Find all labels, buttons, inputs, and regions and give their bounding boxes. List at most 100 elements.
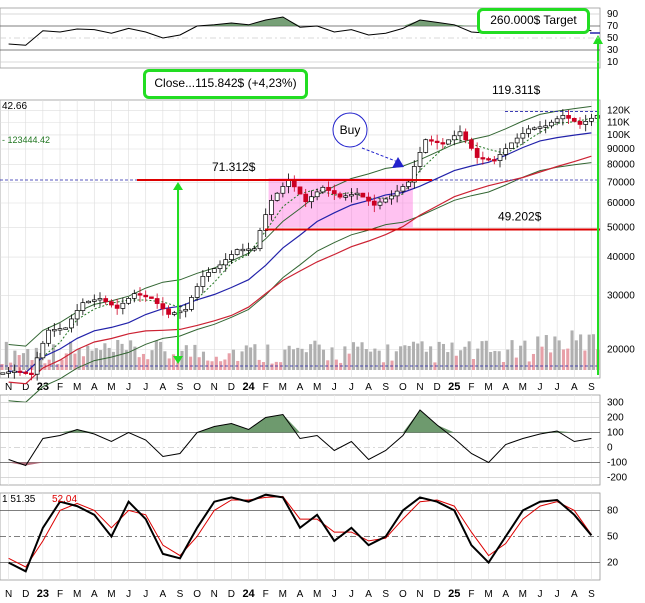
volume-bar — [587, 334, 591, 370]
volume-bar — [591, 334, 596, 370]
volume-bar — [129, 340, 133, 370]
x-tick-label-bottom: S — [177, 589, 184, 600]
volume-bar — [544, 335, 548, 370]
volume-bar — [227, 353, 231, 370]
candle-body — [263, 214, 269, 231]
candle-body — [389, 195, 394, 200]
candle-body — [520, 133, 526, 139]
volume-bar — [197, 357, 201, 370]
volume-bar — [420, 341, 424, 370]
volume-bar — [390, 360, 394, 370]
price-tick-label: 110K — [607, 117, 630, 128]
x-tick-label: N — [211, 382, 218, 393]
buy-arrow-head — [392, 157, 404, 168]
volume-bar — [411, 341, 416, 370]
x-tick-label-bottom: F — [263, 589, 269, 600]
volume-bar — [111, 351, 116, 370]
candle-body — [189, 297, 194, 310]
volume-bar — [124, 350, 128, 370]
candle-body — [257, 230, 263, 249]
candle-body — [326, 186, 331, 191]
x-tick-label-bottom: N — [211, 589, 218, 600]
candle-body — [183, 309, 189, 312]
candle-body — [583, 121, 589, 125]
x-tick-label-bottom: M — [313, 589, 321, 600]
candle-body — [394, 190, 400, 197]
left-price-legend: 42.66 — [2, 101, 27, 112]
volume-bar — [321, 349, 326, 370]
stoch-k-legend: 1 51.35 — [2, 494, 36, 505]
candle-body — [366, 196, 371, 202]
candle-body — [143, 294, 149, 298]
candle-body — [131, 293, 137, 299]
candle-body — [469, 139, 474, 149]
volume-bar — [557, 340, 561, 370]
price-tick-label: 90000 — [607, 144, 635, 155]
candle-body — [274, 192, 280, 201]
buy-circle — [332, 112, 368, 148]
volume-bar — [240, 351, 244, 370]
volume-bar — [386, 344, 390, 370]
candle-body — [6, 371, 11, 374]
volume-bar — [403, 345, 407, 370]
x-tick-label-bottom: M — [107, 589, 115, 600]
candle-body — [103, 298, 109, 303]
volume-bar — [214, 356, 218, 370]
volume-bar — [454, 355, 458, 370]
candle-body — [246, 248, 251, 251]
rsi-tick-label: 70 — [607, 21, 619, 32]
volume-bar — [146, 359, 150, 370]
x-tick-label: 25 — [448, 381, 460, 393]
candle-body — [194, 286, 200, 298]
x-tick-label: J — [349, 382, 354, 393]
arrow-head-up — [173, 181, 183, 190]
candle-body — [137, 293, 143, 296]
candle-body — [566, 115, 571, 119]
cci-tick-label: 100 — [607, 428, 624, 439]
x-tick-label: M — [484, 382, 492, 393]
volume-bar — [381, 362, 386, 370]
x-tick-label: F — [57, 382, 63, 393]
volume-bar — [549, 352, 553, 370]
candle-body — [29, 372, 34, 375]
volume-bar — [493, 350, 497, 370]
volume-bar — [531, 353, 536, 370]
candle-body — [57, 328, 63, 331]
volume-bar — [514, 357, 518, 370]
volume-bar — [159, 341, 163, 370]
x-tick-label-bottom: J — [349, 589, 354, 600]
volume-bar — [433, 362, 437, 370]
candle-body — [97, 298, 103, 301]
volume-bar — [510, 340, 514, 370]
volume-bar — [519, 345, 523, 370]
volume-bar — [77, 348, 81, 370]
volume-bar — [313, 340, 317, 370]
candle-body — [543, 125, 549, 128]
x-tick-label-bottom: M — [519, 589, 527, 600]
x-tick-label: N — [5, 382, 12, 393]
volume-bar — [347, 353, 351, 370]
x-tick-label-bottom: J — [126, 589, 131, 600]
volume-bar — [484, 340, 488, 370]
price-tick-label: 100K — [607, 130, 631, 141]
candle-body — [251, 248, 257, 251]
volume-bar — [291, 349, 296, 370]
x-tick-label: O — [399, 382, 407, 393]
x-tick-label-bottom: D — [22, 589, 29, 600]
volume-bar — [373, 348, 377, 370]
candle-body — [526, 128, 531, 134]
volume-bar — [120, 343, 124, 370]
candle-body — [200, 275, 206, 287]
volume-bar — [270, 363, 274, 370]
cci-tick-label: 300 — [607, 398, 624, 409]
volume-bar — [566, 348, 570, 370]
volume-bar — [189, 356, 193, 370]
volume-bar — [523, 340, 527, 370]
volume-bar — [244, 345, 248, 370]
long-moving-average — [8, 155, 592, 385]
x-tick-label: M — [73, 382, 81, 393]
volume-bar — [416, 343, 420, 370]
x-tick-label-bottom: A — [365, 589, 372, 600]
price-tick-label: 30000 — [607, 290, 635, 301]
x-tick-label-bottom: M — [484, 589, 492, 600]
